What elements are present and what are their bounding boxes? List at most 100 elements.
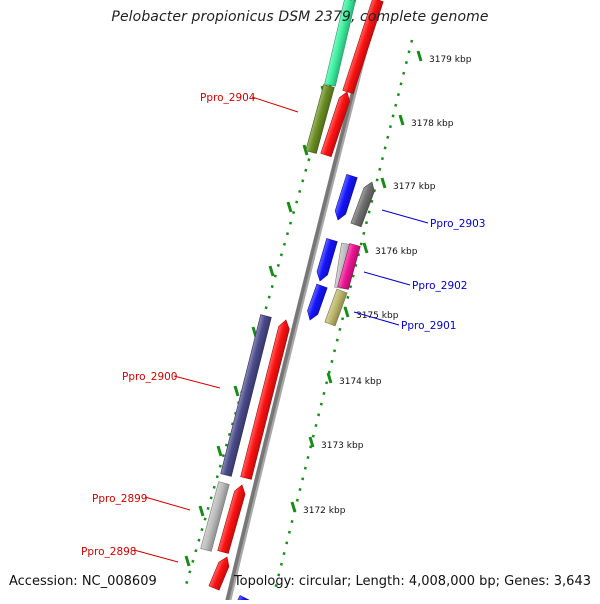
- gene-leader-line: [353, 311, 400, 326]
- scale-major-tick: [416, 50, 423, 62]
- tick-dot-right: [319, 402, 323, 406]
- tick-dot-right: [399, 82, 403, 86]
- gene-label: Ppro_2898: [81, 546, 136, 558]
- scale-major-tick: [398, 114, 405, 126]
- tick-dot-left: [264, 306, 268, 310]
- gene-block-ppro-2901: [324, 288, 348, 327]
- gene-block-blue: [334, 173, 358, 221]
- tick-dot-left: [301, 179, 305, 183]
- tick-dot-left: [197, 538, 201, 542]
- tick-dot-right: [277, 573, 281, 577]
- tick-dot-left: [279, 253, 283, 257]
- tick-dot-right: [364, 221, 369, 225]
- tick-dot-left: [200, 528, 204, 532]
- tick-dot-left: [221, 454, 225, 458]
- scale-label: 3178 kbp: [411, 119, 454, 129]
- gene-block-ppro-2902: [337, 243, 361, 290]
- tick-dot-right: [383, 146, 387, 150]
- tick-dot-left: [282, 242, 286, 246]
- tick-major-left: [216, 445, 223, 457]
- tick-dot-right: [404, 61, 408, 65]
- tick-dot-left: [304, 168, 308, 172]
- gene-leader-line: [363, 271, 411, 286]
- gene-block-ppro-2904: [305, 84, 335, 154]
- gene-label: Ppro_2902: [412, 280, 467, 292]
- gene-label: Ppro_2899: [92, 493, 147, 505]
- tick-dot-right: [341, 317, 345, 321]
- tick-dot-right: [282, 552, 286, 556]
- tick-dot-right: [362, 231, 366, 235]
- gene-block-ppro-2903: [350, 181, 375, 228]
- gene-label: Ppro_2903: [430, 218, 485, 230]
- tick-dot-right: [335, 338, 339, 342]
- tick-dot-right: [396, 93, 400, 97]
- tick-dot-right: [386, 135, 390, 139]
- tick-dot-right: [359, 242, 363, 246]
- tick-dot-right: [367, 210, 371, 214]
- gene-leader-line: [133, 549, 179, 563]
- tick-dot-right: [402, 71, 406, 75]
- tick-dot-left: [230, 422, 235, 426]
- tick-dot-right: [311, 434, 315, 438]
- gene-block-red: [208, 556, 230, 591]
- gene-label: Ppro_2901: [401, 320, 456, 332]
- gene-block-ppro-2899: [200, 481, 230, 552]
- tick-dot-right: [388, 125, 392, 129]
- gene-leader-line: [381, 209, 429, 224]
- tick-dot-right: [330, 359, 334, 363]
- gene-leader-line: [173, 375, 221, 389]
- tick-dot-left: [188, 570, 192, 574]
- tick-dot-left: [209, 496, 213, 500]
- tick-dot-left: [212, 485, 216, 489]
- tick-dot-right: [338, 327, 342, 331]
- scale-label: 3174 kbp: [339, 377, 382, 387]
- tick-dot-right: [290, 520, 294, 524]
- tick-dot-right: [333, 349, 337, 353]
- scale-label: 3177 kbp: [393, 182, 436, 192]
- tick-dot-right: [309, 445, 313, 449]
- tick-dot-left: [194, 549, 198, 553]
- tick-dot-right: [325, 381, 329, 385]
- tick-dot-right: [357, 253, 361, 257]
- tick-dot-right: [301, 477, 305, 481]
- tick-dot-left: [203, 517, 207, 521]
- gene-leader-line: [251, 96, 299, 113]
- gene-block-red: [342, 0, 384, 95]
- genome-summary-text: Topology: circular; Length: 4,008,000 bp…: [233, 574, 591, 589]
- scale-major-tick: [380, 177, 387, 189]
- scale-label: 3176 kbp: [375, 247, 418, 257]
- tick-dot-left: [307, 158, 311, 162]
- scale-major-tick: [343, 306, 350, 318]
- scale-label: 3175 kbp: [356, 311, 399, 321]
- tick-dot-left: [206, 506, 210, 511]
- tick-dot-right: [306, 455, 310, 460]
- gene-block-red: [217, 484, 246, 554]
- tick-dot-left: [298, 189, 302, 193]
- tick-dot-right: [285, 541, 289, 545]
- gene-block-blue: [316, 238, 338, 282]
- tick-dot-left: [218, 464, 222, 468]
- gene-label: Ppro_2904: [200, 92, 256, 104]
- tick-dot-right: [295, 498, 299, 502]
- tick-dot-right: [391, 114, 395, 118]
- tick-dot-right: [346, 295, 350, 299]
- tick-dot-right: [349, 285, 353, 289]
- scale-major-tick: [308, 436, 315, 448]
- tick-dot-right: [351, 274, 355, 278]
- tick-dot-right: [354, 263, 358, 267]
- tick-dot-right: [378, 167, 382, 171]
- tick-dot-right: [287, 530, 291, 534]
- tick-dot-right: [380, 157, 384, 161]
- tick-dot-right: [407, 50, 411, 54]
- tick-dot-right: [314, 423, 318, 427]
- gene-leader-line: [144, 496, 191, 511]
- page-title: Pelobacter propionicus DSM 2379, complet…: [111, 9, 489, 25]
- tick-dot-right: [279, 562, 283, 566]
- tick-dot-right: [298, 487, 302, 492]
- scale-major-tick: [290, 501, 297, 513]
- tick-dot-left: [267, 295, 271, 299]
- tick-dot-left: [270, 284, 274, 289]
- gene-block-ppro-2900: [220, 314, 272, 477]
- gene-block-blue: [307, 283, 328, 321]
- scale-label: 3172 kbp: [303, 506, 346, 516]
